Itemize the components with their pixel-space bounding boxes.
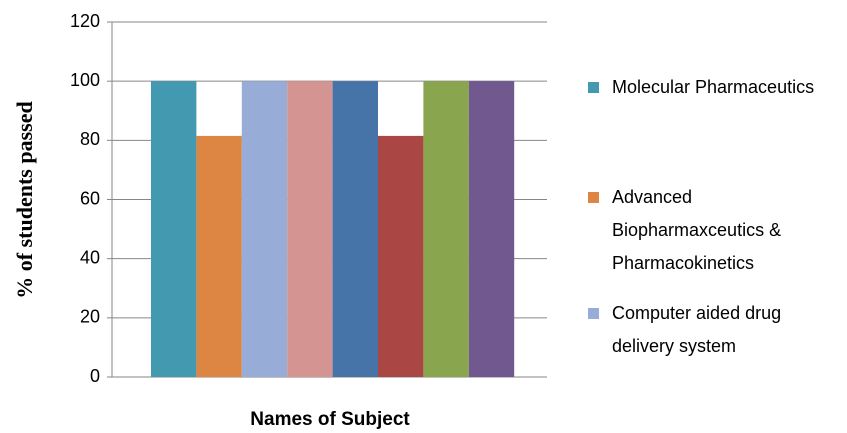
bar [378,135,424,377]
legend-swatch [588,82,599,93]
legend-label: Advanced Biopharmaxceutics & Pharmacokin… [612,187,782,273]
y-axis-title: % of students passed [12,101,37,298]
y-tick-label: 60 [80,188,100,208]
bar [287,81,333,378]
x-axis-title: Names of Subject [250,409,410,430]
legend-swatch [588,192,599,203]
bar [151,81,197,378]
bar [196,135,242,377]
y-tick-label: 100 [70,70,100,90]
legend-swatch [588,308,599,319]
y-tick-label: 40 [80,247,100,267]
bar [332,81,378,378]
legend-label: Computer aided drug delivery system [612,303,782,356]
bar [468,81,515,378]
legend-label: Molecular Pharmaceutics [612,77,815,97]
y-tick-label: 20 [80,307,100,327]
bar [241,81,288,378]
bar [423,81,469,378]
y-tick-label: 120 [70,11,100,31]
y-tick-label: 0 [90,366,100,386]
y-tick-label: 80 [80,129,100,149]
